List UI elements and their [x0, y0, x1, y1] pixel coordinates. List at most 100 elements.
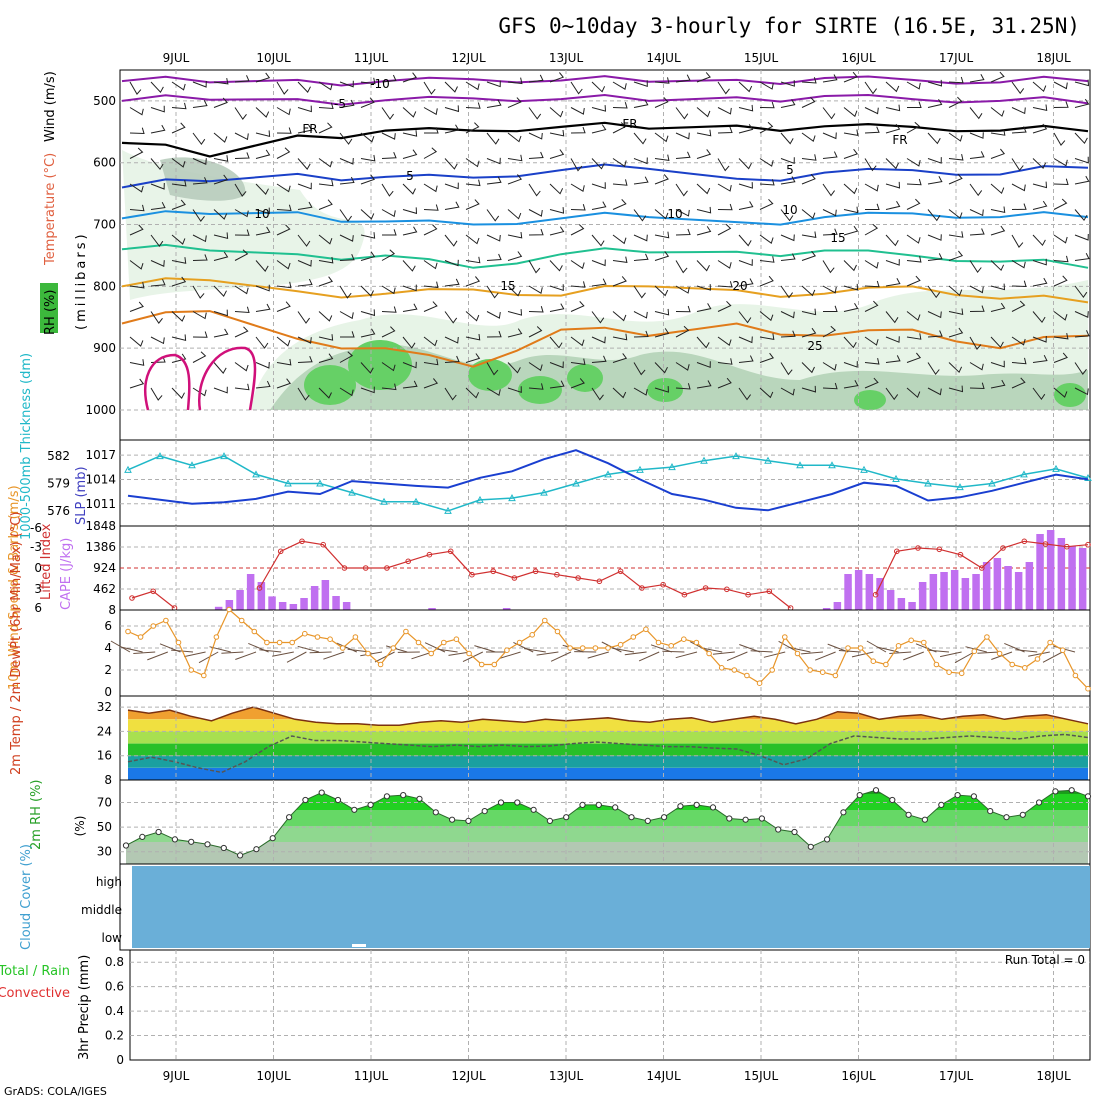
ylabel-rh: RH (%): [43, 290, 58, 335]
lifted-index-segment: [258, 540, 791, 609]
wind-barb: [864, 300, 879, 312]
wind-barb: [1074, 362, 1087, 375]
wind10m-speed-point: [946, 669, 952, 676]
wind-barb: [633, 253, 649, 261]
wind-barb: [696, 303, 712, 312]
wind-barb: [906, 81, 921, 90]
wind-barb: [1032, 104, 1048, 112]
wind-barb: [234, 362, 249, 372]
wind10m-speed-point: [592, 645, 599, 651]
wind-barb: [234, 132, 249, 141]
wind-barb: [675, 209, 690, 217]
wind-barb: [150, 182, 165, 190]
lifted-index-point: [1000, 545, 1006, 551]
pressure-panel-ticks: 1017 1014 1011 582 579 576: [47, 448, 116, 518]
cloud-level-middle: middle: [81, 903, 122, 917]
wind-barb: [1011, 260, 1026, 269]
wind-barb: [213, 251, 229, 261]
wind-barb: [1053, 132, 1066, 146]
wind10m-barb: [815, 651, 836, 661]
y-tick-label: 1017: [85, 448, 116, 462]
wind10m-speed-point: [415, 639, 422, 646]
cape-tick-label: 1386: [85, 540, 116, 554]
wind-barb: [171, 353, 187, 363]
wind10m-barb: [474, 645, 496, 653]
wind-barb: [402, 303, 418, 312]
wind-barb: [885, 259, 900, 266]
wind-barb: [843, 361, 858, 368]
ylabel-wind10m-text: 10m Wind Speed & Barbs (m/s): [7, 485, 22, 690]
cloud-cover-fill: [132, 866, 1090, 948]
wind-barb: [759, 352, 775, 363]
wind-barb: [507, 328, 523, 338]
wind-barb: [465, 81, 480, 91]
wind-barb: [885, 158, 899, 170]
wind-barb: [339, 157, 354, 165]
cape-bar: [1014, 572, 1023, 610]
wind-barb: [129, 81, 142, 95]
wind-barb: [150, 201, 166, 210]
wind-barb: [591, 387, 604, 401]
wind10m-barb: [259, 649, 282, 653]
wind-barb: [381, 74, 397, 83]
wind-barb: [1011, 126, 1027, 134]
wind-barb: [591, 234, 605, 247]
wind-barb: [318, 353, 334, 363]
wind-barb: [990, 206, 1006, 214]
wind-barb: [969, 209, 984, 217]
wind10m-barb: [110, 640, 131, 653]
wind-barb: [192, 80, 207, 88]
wind-barb: [402, 361, 417, 369]
wind-barb: [129, 301, 144, 312]
wind-barb: [486, 157, 501, 165]
y-tick-label: 24: [97, 724, 112, 738]
wind-barb: [843, 283, 859, 291]
wind-barb: [738, 336, 753, 344]
wind-barb: [486, 253, 502, 261]
warm-core-contour-inner: [144, 353, 191, 411]
wind-barb: [423, 107, 438, 116]
wind-barb: [1074, 175, 1090, 185]
wind-barb: [402, 149, 418, 159]
rh2m-point: [824, 836, 831, 843]
wind-barb: [633, 132, 647, 145]
y-tick-label: 600: [93, 156, 116, 170]
wind10m-barb: [221, 651, 244, 654]
wind-barb: [864, 107, 879, 115]
wind-barb: [654, 132, 669, 143]
wind-barb: [318, 234, 333, 245]
wind-barb: [885, 201, 901, 210]
wind-barb: [717, 300, 732, 312]
wind-barb: [906, 234, 921, 244]
y-tick-label: 0.2: [105, 1029, 124, 1043]
wind-barb: [549, 380, 565, 389]
thickness-marker: [828, 461, 836, 469]
wind-barb: [549, 107, 564, 118]
cape-bar: [278, 602, 287, 610]
wind-barb: [864, 336, 879, 346]
wind10m-speed-point: [251, 628, 258, 635]
rh2m-point: [514, 799, 521, 806]
wind-barb: [675, 183, 688, 197]
thickness-marker: [572, 479, 580, 487]
wind10m-barb: [360, 651, 383, 657]
wind-barb: [843, 303, 859, 312]
wind-barb: [150, 260, 165, 267]
isotherm-line: [121, 93, 1089, 106]
rh2m-point: [758, 815, 766, 822]
wind-barb: [570, 260, 585, 270]
wind-barb: [465, 256, 481, 264]
wind-barb: [339, 209, 353, 222]
wind-barb: [633, 209, 647, 222]
wind-barb: [801, 250, 817, 261]
rh2m-point: [237, 852, 244, 859]
wind-barb: [780, 209, 794, 222]
rh-shade-mid-low: [270, 344, 1088, 410]
wind-barb: [822, 107, 836, 120]
wind10m-speed-point: [908, 637, 915, 644]
y-tick-label: 50: [97, 820, 112, 834]
wind-barb: [822, 260, 835, 274]
cape-bar: [428, 608, 436, 610]
wind10m-speed-point: [744, 672, 750, 679]
wind-barb: [465, 199, 480, 210]
